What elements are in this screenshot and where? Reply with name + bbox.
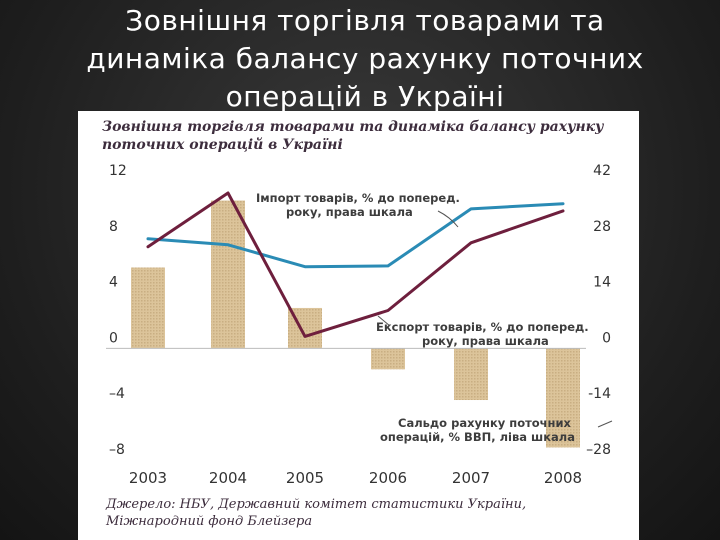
bar-2008 [546,348,580,448]
bar-2007 [454,348,488,401]
left-tick-label: 4 [109,275,118,291]
import-annotation: Імпорт товарів, % до поперед. року, права… [256,191,460,219]
left-tick-label: –8 [109,442,125,458]
right-tick-label: 28 [593,219,611,235]
right-tick-label: –28 [586,442,611,458]
bar-2006 [371,348,405,370]
export-leader [377,315,391,327]
chart-figure: 12 8 4 0 –4 –8 42 28 14 0 -14 –28 2003 2004 2005 2006… [78,111,639,540]
bar-2004 [211,200,245,349]
right-axis-ticks: 42 28 14 0 -14 –28 [586,163,611,458]
balance-annotation: Сальдо рахунку поточних операцій, % ВВП, … [380,416,575,444]
annotation-line: Експорт товарів, % до поперед. [376,320,589,334]
left-tick-label: 0 [109,330,118,346]
bar-2003 [131,267,165,349]
chart-source: Джерело: НБУ, Державний комітет статисти… [106,497,527,529]
left-tick-label: 12 [109,163,127,179]
export-line [146,191,565,338]
import-leader [437,210,459,228]
left-axis-ticks: 12 8 4 0 –4 –8 [109,163,127,458]
x-tick-label: 2008 [544,469,582,487]
slide-title: Зовнішня торгівля товарами та динаміка б… [86,4,644,113]
right-tick-label: 42 [593,163,611,179]
right-tick-label: 0 [602,330,611,346]
x-axis-ticks: 2003 2004 2005 2006 2007 2008 [129,469,582,487]
x-tick-label: 2003 [129,469,167,487]
annotation-line: року, права шкала [422,334,549,348]
right-tick-label: -14 [588,386,611,402]
left-tick-label: –4 [109,386,125,402]
x-tick-label: 2006 [369,469,407,487]
chart-title: Зовнішня торгівля товарами та динаміка б… [102,119,604,153]
import-line [146,202,565,269]
lines-group [146,191,565,338]
left-tick-label: 8 [109,219,118,235]
annotation-line: року, права шкала [286,205,413,219]
annotation-line: Імпорт товарів, % до поперед. [256,191,460,205]
annotations: Імпорт товарів, % до поперед. року, права… [256,191,613,444]
right-tick-label: 14 [593,275,611,291]
x-tick-label: 2007 [452,469,490,487]
balance-leader [597,420,613,428]
annotation-line: Сальдо рахунку поточних [398,416,572,430]
bars-group [131,200,580,448]
x-tick-label: 2005 [286,469,324,487]
export-annotation: Експорт товарів, % до поперед. року, прав… [376,320,589,348]
chart-svg: 12 8 4 0 –4 –8 42 28 14 0 -14 –28 2003 2004 2005 2006… [106,163,613,487]
annotation-line: операцій, % ВВП, ліва шкала [380,430,575,444]
x-tick-label: 2004 [209,469,247,487]
